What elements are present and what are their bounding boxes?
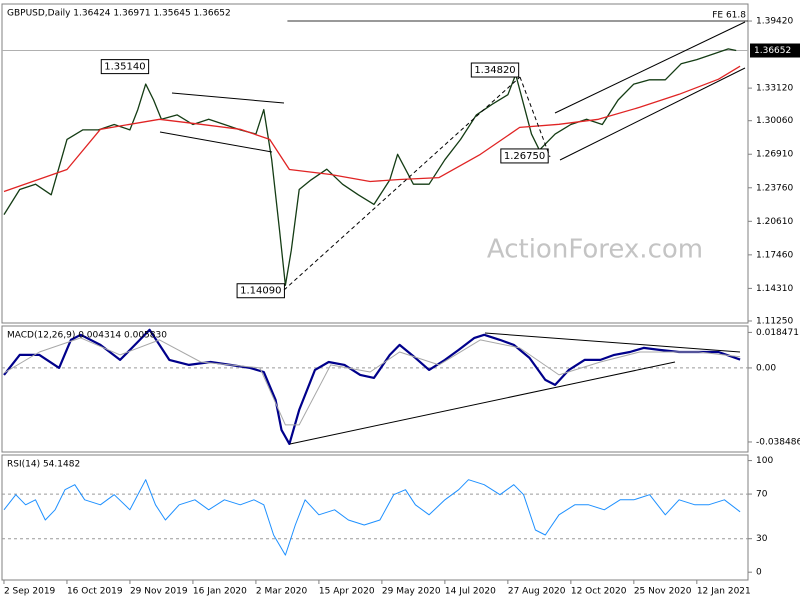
trend-line: [554, 21, 746, 114]
price-annotation: 1.35140: [100, 59, 150, 75]
last-price-box: [750, 43, 800, 58]
y-tick-label: 1.20610: [756, 217, 793, 227]
trend-line: [159, 131, 273, 153]
annotation-box: [100, 59, 150, 75]
y-tick-label: 1.11250: [756, 316, 793, 326]
x-tick-label: 2 Mar 2020: [256, 587, 308, 597]
x-tick-label: 25 Nov 2020: [634, 587, 692, 597]
annotation-box: [470, 62, 520, 78]
y-tick-label: 1.26910: [756, 150, 793, 160]
series-line: [3, 337, 741, 426]
y-tick-label: 100: [756, 456, 773, 466]
price-annotation: 1.26750: [500, 148, 549, 164]
panel-frame: [1, 454, 749, 581]
price-annotation: 1.34820: [470, 62, 520, 78]
annotation-box: [500, 148, 549, 164]
watermark: ActionForex.com: [487, 235, 703, 265]
y-tick-label: 1.30060: [756, 116, 793, 126]
annotation-box: [236, 283, 285, 299]
trend-lines: [159, 21, 746, 445]
annotation-label: 1.14090: [240, 286, 281, 297]
series-line: [3, 48, 737, 286]
trend-line: [283, 76, 521, 291]
trend-line: [289, 361, 676, 445]
price-annotation: 1.14090: [236, 283, 285, 299]
x-tick-label: 29 Nov 2019: [130, 587, 188, 597]
trend-line: [559, 67, 746, 161]
x-tick-label: 16 Jan 2020: [193, 587, 247, 597]
x-tick-label: 27 Aug 2020: [508, 587, 566, 597]
y-tick-label: 0.00: [756, 363, 776, 373]
panel-frame: [1, 3, 749, 324]
x-tick-label: 29 May 2020: [382, 587, 441, 597]
y-tick-label: 1.14310: [756, 284, 793, 294]
panel-title: RSI(14) 54.1482: [7, 460, 80, 470]
panel-title: MACD(12,26,9) 0.004314 0.005830: [7, 331, 167, 341]
y-tick-label: 1.23760: [756, 183, 793, 193]
series-line: [3, 328, 741, 445]
y-tick-label: -0.038486: [756, 437, 800, 447]
fe-level-label: FE 61.8: [712, 11, 746, 21]
series-line: [3, 65, 741, 193]
series-line: [3, 479, 741, 556]
annotation-label: 1.26750: [504, 151, 545, 162]
x-tick-label: 12 Jan 2021: [697, 587, 751, 597]
y-tick-label: 70: [756, 490, 768, 500]
panel-frame: [1, 325, 749, 453]
x-tick-label: 2 Sep 2019: [4, 587, 56, 597]
x-tick-label: 15 Apr 2020: [319, 587, 375, 597]
panel-title: GBPUSD,Daily 1.36424 1.36971 1.35645 1.3…: [7, 9, 231, 19]
y-tick-label: 1.33120: [756, 84, 793, 94]
y-tick-label: 1.39420: [756, 17, 793, 27]
y-tick-label: 0: [756, 568, 762, 578]
x-tick-label: 12 Oct 2020: [571, 587, 627, 597]
y-tick-label: 0.018471: [756, 328, 799, 338]
y-tick-label: 30: [756, 534, 768, 544]
annotation-label: 1.35140: [104, 62, 145, 73]
last-price-label: 1.36652: [754, 46, 791, 56]
trend-line: [519, 76, 551, 158]
trend-line: [484, 332, 741, 353]
x-tick-label: 16 Oct 2019: [67, 587, 123, 597]
y-tick-label: 1.17460: [756, 250, 793, 260]
trend-line: [171, 92, 285, 104]
annotation-label: 1.34820: [474, 65, 515, 76]
x-tick-label: 14 Jul 2020: [445, 587, 496, 597]
